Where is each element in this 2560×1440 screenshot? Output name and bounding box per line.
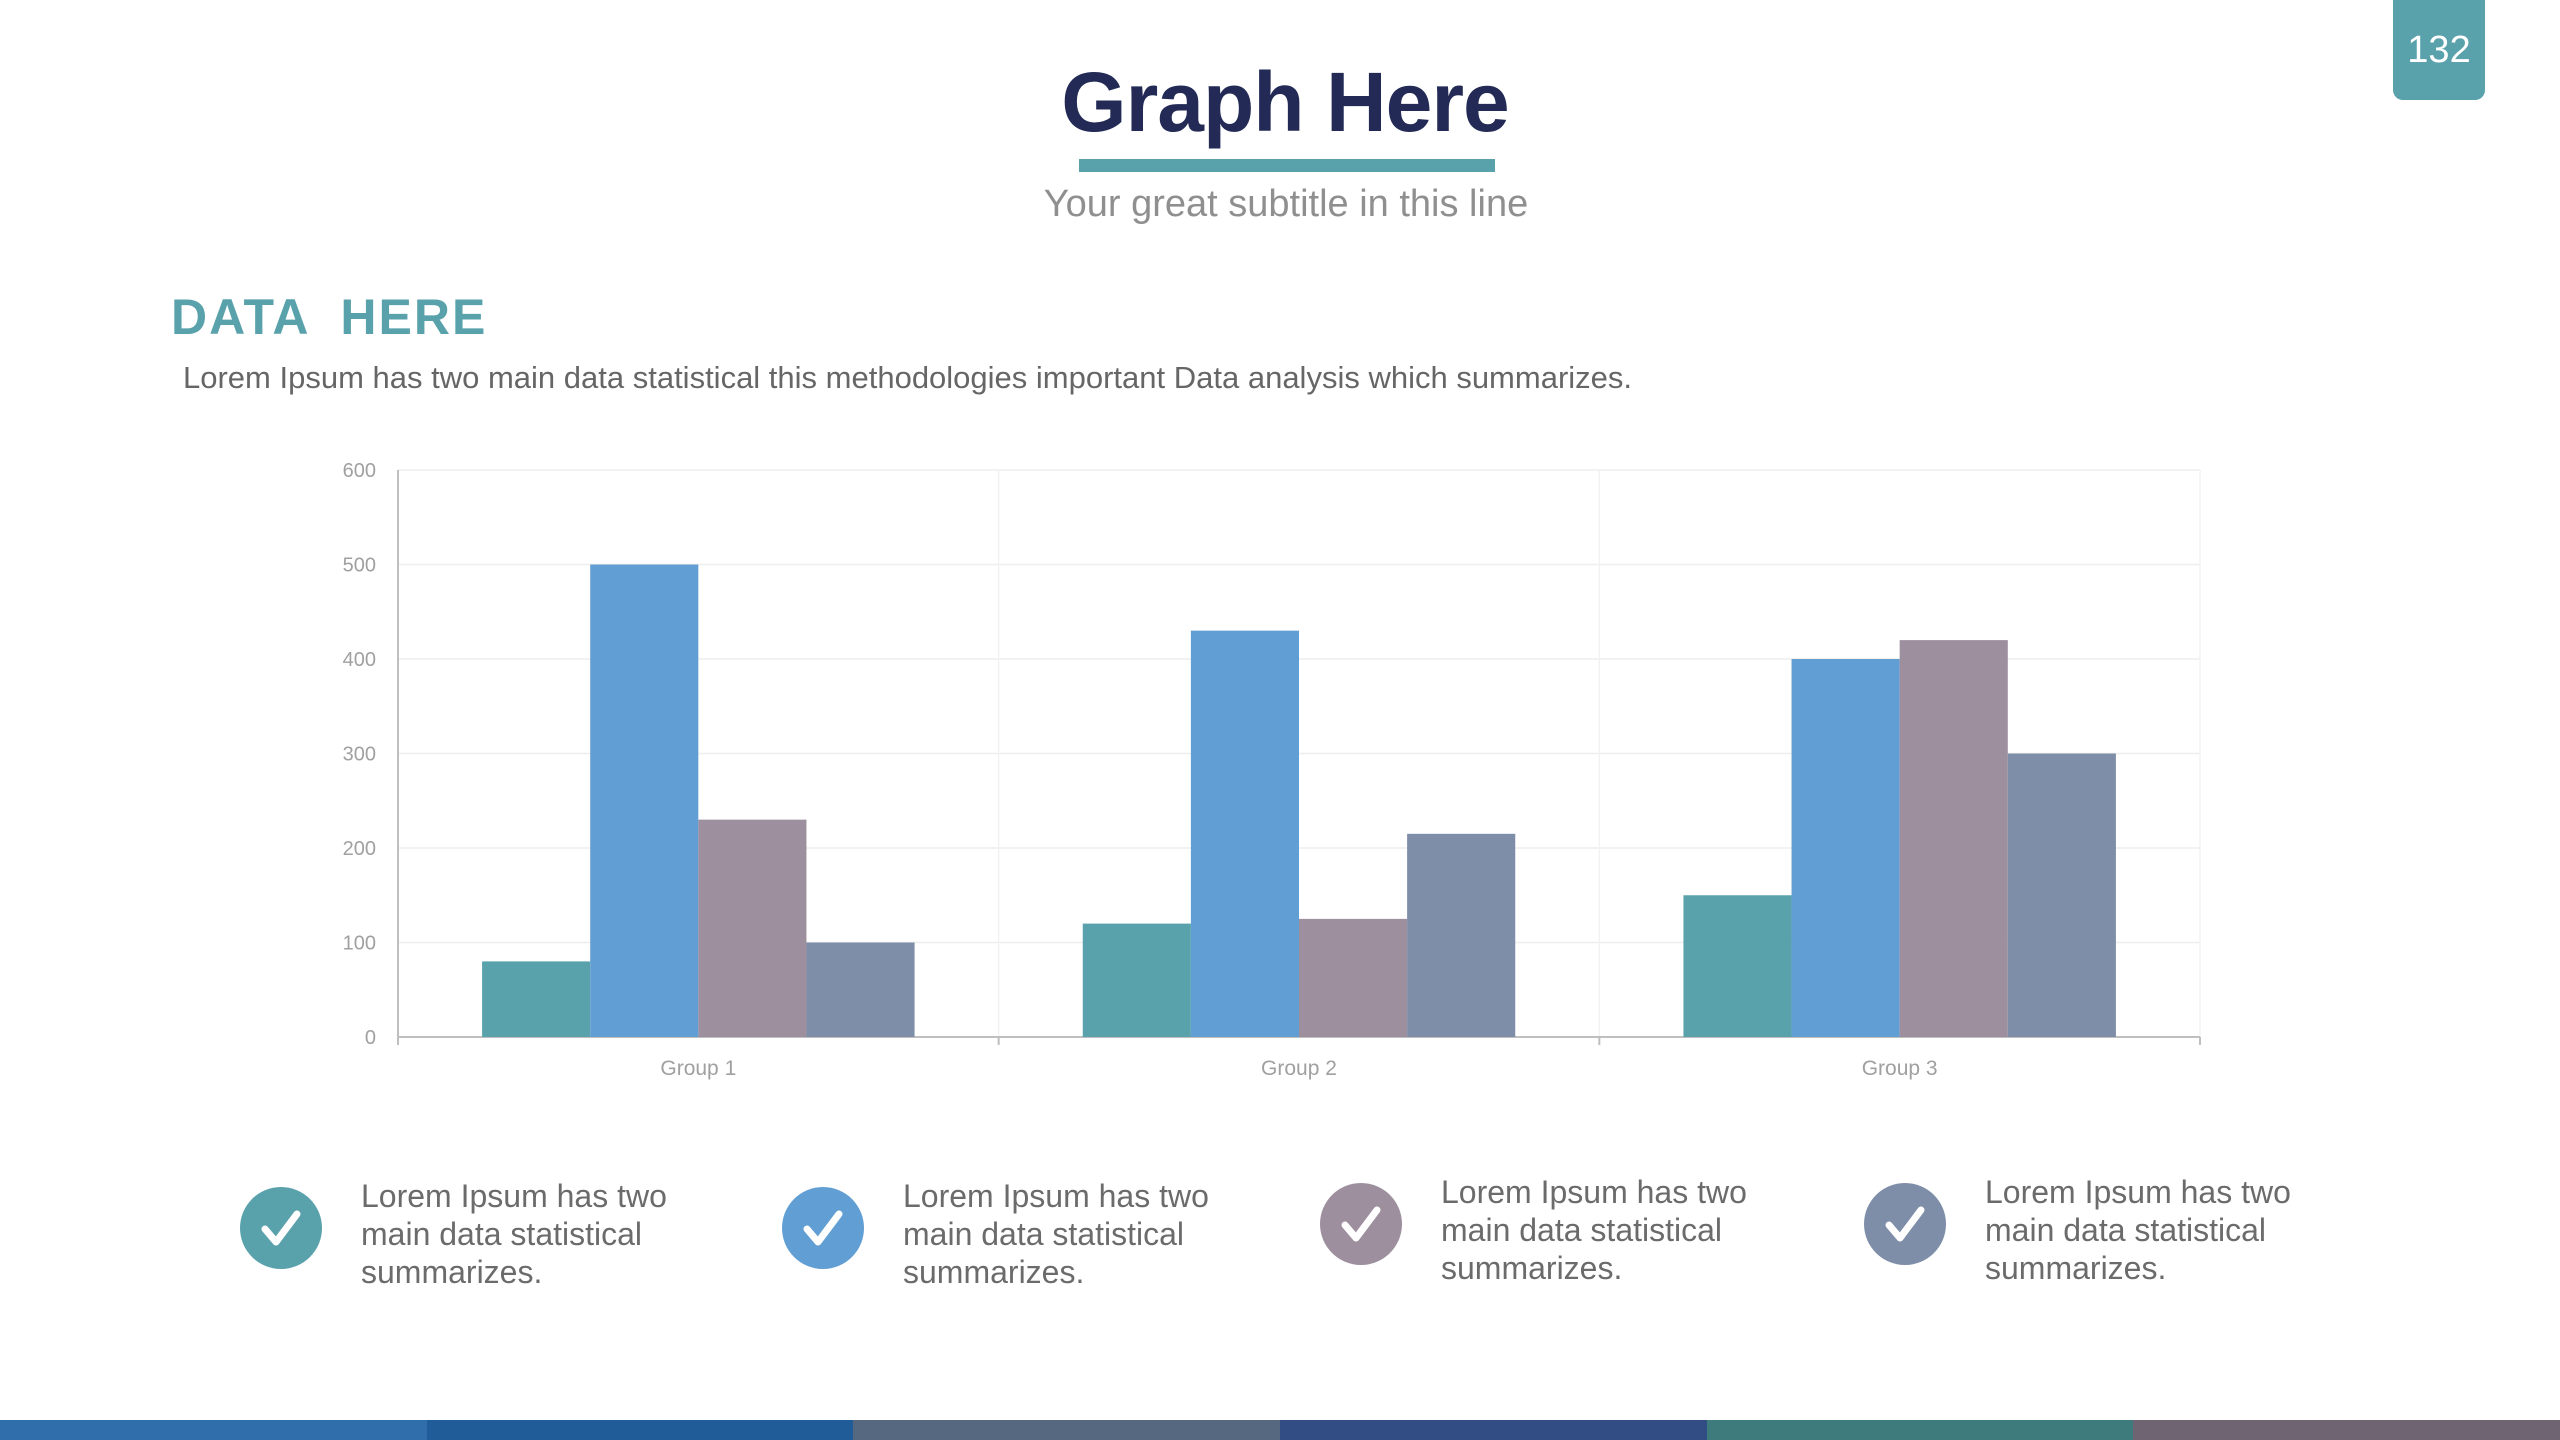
bar [1082,923,1191,1037]
y-tick-label: 100 [343,933,376,955]
slide-subtitle: Your great subtitle in this line [1043,183,1529,225]
footer-segment [426,1420,854,1440]
y-tick-label: 500 [343,555,376,577]
footer-segment [2133,1420,2560,1440]
check-circle-icon [240,1187,322,1269]
legend-text: Lorem Ipsum has two main data statistica… [903,1178,1209,1290]
footer-segment [0,1420,427,1440]
bar [1791,659,1900,1037]
x-category-label: Group 3 [1862,1057,1938,1080]
bar [2007,753,2116,1037]
x-category-label: Group 2 [1261,1057,1337,1080]
title-underline [1079,159,1495,172]
legend-text: Lorem Ipsum has two main data statistica… [361,1178,667,1290]
slide-title: Graph Here [1061,55,1510,149]
bar [1407,833,1516,1037]
section-description: Lorem Ipsum has two main data statistica… [183,360,1633,395]
bar [698,819,807,1037]
legend-text: Lorem Ipsum has two main data statistica… [1441,1174,1747,1286]
y-tick-label: 600 [343,460,376,482]
legend-item: Lorem Ipsum has two main data statistica… [1320,1173,1780,1286]
legend-item: Lorem Ipsum has two main data statistica… [782,1177,1242,1290]
check-circle-icon [1864,1183,1946,1265]
legend-item: Lorem Ipsum has two main data statistica… [240,1177,700,1290]
bar [1899,640,2008,1037]
bar [482,961,591,1037]
footer-segment [853,1420,1281,1440]
y-tick-label: 200 [343,838,376,860]
footer-color-bar [0,1420,2560,1440]
footer-segment [1280,1420,1707,1440]
bar [1190,630,1299,1037]
legend-text: Lorem Ipsum has two main data statistica… [1985,1174,2291,1286]
y-tick-label: 400 [343,649,376,671]
page-number: 132 [2407,28,2471,71]
y-tick-label: 300 [343,744,376,766]
legend-item: Lorem Ipsum has two main data statistica… [1864,1173,2324,1286]
check-circle-icon [1320,1183,1402,1265]
y-tick-label: 0 [365,1027,376,1049]
check-circle-icon [782,1187,864,1269]
bar [1299,918,1408,1037]
page-number-badge: 132 [2393,0,2485,100]
bar-chart: 0 100 200 300 400 500 600 Group 1 Group 2 Group 3 [343,460,2201,1080]
x-category-label: Group 1 [660,1057,736,1080]
bar [1683,895,1792,1037]
footer-segment [1706,1420,2134,1440]
bar [806,942,915,1037]
bar [590,564,699,1037]
section-heading: DATA HERE [171,289,488,345]
